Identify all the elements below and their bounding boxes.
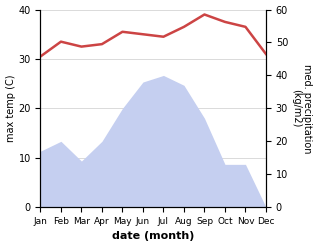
- X-axis label: date (month): date (month): [112, 231, 194, 242]
- Y-axis label: max temp (C): max temp (C): [5, 75, 16, 142]
- Y-axis label: med. precipitation
(kg/m2): med. precipitation (kg/m2): [291, 64, 313, 153]
